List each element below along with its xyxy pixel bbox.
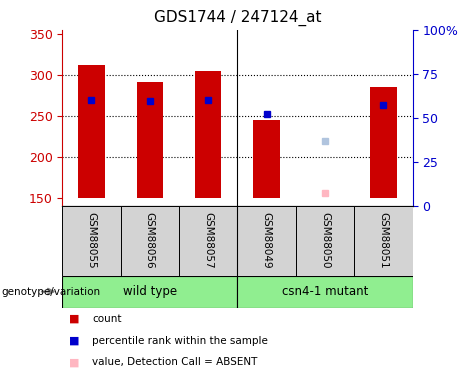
Bar — [237, 206, 296, 276]
Text: GSM88056: GSM88056 — [145, 212, 155, 268]
Text: genotype/variation: genotype/variation — [1, 286, 100, 297]
Text: wild type: wild type — [123, 285, 177, 298]
Title: GDS1744 / 247124_at: GDS1744 / 247124_at — [154, 10, 321, 26]
Text: value, Detection Call = ABSENT: value, Detection Call = ABSENT — [92, 357, 258, 367]
Bar — [121, 206, 179, 276]
Bar — [78, 65, 105, 198]
Text: count: count — [92, 314, 122, 324]
Bar — [136, 82, 163, 198]
Text: GSM88050: GSM88050 — [320, 212, 330, 268]
Bar — [254, 120, 280, 198]
Text: csn4-1 mutant: csn4-1 mutant — [282, 285, 368, 298]
Bar — [62, 276, 237, 308]
Bar — [62, 206, 121, 276]
Text: GSM88051: GSM88051 — [378, 212, 389, 268]
Text: GSM88055: GSM88055 — [86, 212, 96, 268]
Bar — [354, 206, 413, 276]
Text: ■: ■ — [69, 357, 80, 367]
Text: GSM88057: GSM88057 — [203, 212, 213, 268]
Bar — [237, 276, 413, 308]
Bar — [179, 206, 237, 276]
Text: percentile rank within the sample: percentile rank within the sample — [92, 336, 268, 345]
Text: ■: ■ — [69, 336, 80, 345]
Text: GSM88049: GSM88049 — [261, 212, 272, 268]
Bar — [195, 71, 221, 198]
Bar — [370, 87, 396, 198]
Text: ■: ■ — [69, 314, 80, 324]
Bar — [296, 206, 354, 276]
